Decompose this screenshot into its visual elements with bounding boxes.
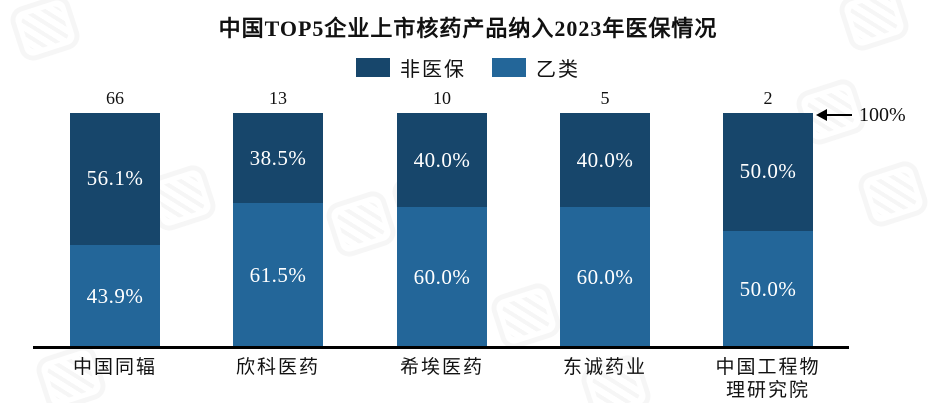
watermark-badge [487,279,565,353]
segment-class-b: 61.5% [233,203,323,348]
category-label: 中国同辐 [72,357,157,378]
segment-label: 40.0% [576,147,634,172]
segment-non-medicare: 50.0% [723,113,813,231]
bar-group-xinkeyiyao: 13 38.5% 61.5% 欣科医药 [233,86,323,378]
legend-item-non-medicare: 非医保 [356,53,466,82]
legend-label-class-b: 乙类 [536,59,580,81]
bar-total-label: 13 [269,88,287,108]
y-annotation: 100% [816,103,906,127]
stacked-bar: 56.1% 43.9% [70,113,160,348]
segment-label: 38.5% [249,145,307,170]
category-label: 希埃医药 [399,357,484,378]
segment-label: 50.0% [739,276,797,301]
segment-label: 50.0% [739,159,797,184]
y-annotation-label: 100% [859,103,906,126]
bar-group-dongchengyaoye: 5 40.0% 60.0% 东诚药业 [560,86,650,378]
bar-total-label: 2 [763,88,773,108]
x-axis-line [33,346,849,349]
segment-non-medicare: 56.1% [70,113,160,245]
chart-title: 中国TOP5企业上市核药产品纳入2023年医保情况 [218,16,718,41]
segment-label: 60.0% [413,265,471,289]
segment-non-medicare: 40.0% [397,113,487,207]
segment-class-b: 43.9% [70,244,160,348]
bar-group-zhongguogongchengwuli: 2 50.0% 50.0% 中国工程物理研究院 [715,86,818,401]
segment-label: 40.0% [413,147,471,172]
legend-label-non-medicare: 非医保 [400,59,466,81]
segment-non-medicare: 38.5% [233,113,323,204]
legend: 非医保 乙类 [0,53,936,82]
bar-group-xiaiyiyao: 10 40.0% 60.0% 希埃医药 [397,86,487,378]
segment-class-b: 60.0% [397,207,487,348]
legend-swatch-non-medicare [356,58,390,77]
stacked-bar: 40.0% 60.0% [397,113,487,348]
bar-total-label: 66 [106,88,124,108]
segment-class-b: 50.0% [723,230,813,348]
stacked-bar: 38.5% 61.5% [233,113,323,348]
legend-swatch-class-b [492,58,526,77]
segment-label: 43.9% [86,283,144,308]
watermark-badge [322,187,400,261]
watermark-badge [854,157,932,231]
category-label: 欣科医药 [235,357,320,378]
legend-item-class-b: 乙类 [492,53,580,82]
bar-total-label: 10 [433,88,451,108]
segment-label: 56.1% [86,166,144,191]
stacked-bar: 40.0% 60.0% [560,113,650,348]
left-arrow-icon [816,109,852,121]
segment-label: 60.0% [576,265,634,289]
segment-non-medicare: 40.0% [560,113,650,207]
category-label: 中国工程物理研究院 [715,357,821,401]
bar-total-label: 5 [600,88,610,108]
segment-label: 61.5% [249,263,307,288]
category-label: 东诚药业 [562,357,647,378]
bar-group-zhongguotongfu: 66 56.1% 43.9% 中国同辐 [70,86,160,378]
stacked-bar: 50.0% 50.0% [723,113,813,348]
segment-class-b: 60.0% [560,207,650,348]
